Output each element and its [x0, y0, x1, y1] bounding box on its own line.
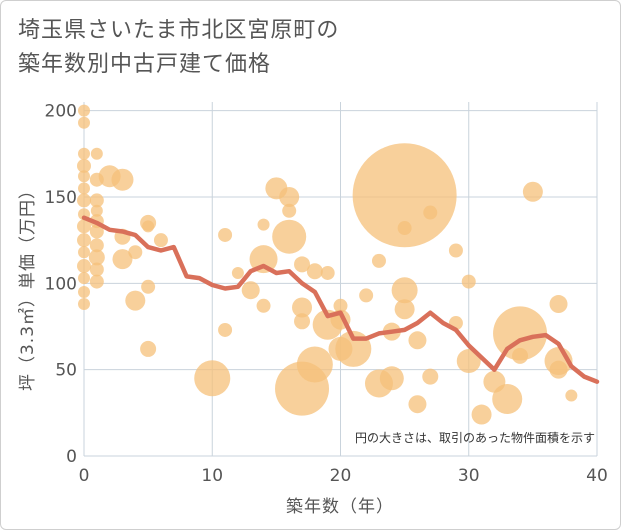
data-bubble [128, 245, 143, 260]
data-bubble [408, 331, 427, 350]
chart-title-line-1: 埼玉県さいたま市北区宮原町の [18, 18, 340, 43]
data-bubble [408, 395, 427, 414]
x-tick-label: 0 [79, 466, 90, 486]
data-bubble [296, 346, 333, 383]
data-bubble [218, 227, 233, 242]
data-bubble [78, 298, 90, 311]
data-bubble [78, 147, 90, 160]
data-bubble [294, 256, 311, 273]
data-bubble [78, 285, 90, 298]
data-bubble [78, 182, 90, 195]
x-tick-label: 30 [458, 466, 480, 486]
data-bubble [565, 389, 578, 402]
data-bubble [279, 186, 300, 207]
data-bubble [218, 322, 233, 337]
data-bubble [78, 272, 90, 285]
data-bubble [456, 349, 481, 374]
data-bubble [77, 259, 91, 274]
data-bubble [89, 193, 104, 208]
data-bubble [522, 181, 543, 202]
data-bubble [471, 404, 492, 425]
data-bubble [257, 218, 270, 231]
data-bubble [394, 299, 415, 320]
data-bubble [77, 233, 91, 248]
data-bubble [292, 297, 313, 318]
data-bubble [90, 204, 103, 217]
data-bubble [77, 158, 91, 173]
bubble-size-note: 円の大きさは、取引のあった物件面積を示す [355, 430, 595, 445]
data-bubble [89, 224, 104, 239]
data-bubble [333, 298, 348, 313]
data-bubble [112, 249, 133, 270]
data-bubble [78, 104, 90, 117]
data-bubble [423, 205, 438, 220]
data-bubble [241, 281, 260, 300]
x-tick-labels: 0 10 20 30 40 [79, 466, 608, 486]
average-price-line [81, 215, 600, 384]
data-bubble [461, 274, 476, 289]
y-tick-label: 150 [45, 188, 77, 208]
data-bubble [306, 263, 323, 280]
data-bubble [397, 221, 412, 236]
data-bubble [89, 274, 104, 289]
data-bubble [256, 298, 271, 313]
data-bubble [88, 249, 105, 266]
data-bubble [492, 384, 523, 415]
data-bubble [231, 266, 244, 279]
data-bubble [320, 265, 335, 280]
data-bubble [282, 203, 297, 218]
x-tick-label: 40 [586, 466, 608, 486]
data-bubble [359, 288, 374, 303]
data-bubble [448, 243, 463, 258]
data-bubble [140, 340, 157, 357]
data-bubble [379, 366, 404, 391]
data-bubble [89, 262, 104, 277]
data-bubble [90, 147, 103, 160]
data-bubble [125, 290, 146, 311]
data-bubble [194, 360, 231, 397]
data-bubble [249, 245, 278, 274]
data-bubble [78, 116, 90, 129]
data-bubble [272, 219, 307, 254]
y-tick-label: 50 [55, 361, 77, 381]
chart-title-line-2: 築年数別中古戸建て価格 [18, 52, 272, 77]
data-bubble [549, 295, 568, 314]
data-bubble [352, 143, 457, 248]
data-bubble [77, 219, 91, 234]
chart-title: 埼玉県さいたま市北区宮原町の 築年数別中古戸建て価格 [18, 14, 339, 82]
data-bubble [111, 168, 134, 191]
data-bubble [142, 220, 155, 233]
line-layer [81, 215, 600, 384]
data-bubble [422, 368, 439, 385]
data-bubble [391, 277, 418, 304]
data-bubble [77, 193, 91, 208]
data-bubble [371, 253, 386, 268]
x-tick-label: 20 [330, 466, 352, 486]
bubble-layer [77, 104, 578, 425]
data-bubble [78, 170, 90, 183]
data-bubble [153, 233, 168, 248]
y-tick-labels: 0 50 100 150 200 [45, 102, 77, 467]
y-tick-label: 0 [66, 447, 77, 467]
data-bubble [294, 313, 311, 330]
x-tick-label: 10 [201, 466, 223, 486]
x-axis-label: 築年数（年） [286, 497, 394, 517]
y-tick-label: 200 [45, 102, 77, 122]
data-bubble [89, 238, 104, 253]
data-bubble [141, 279, 156, 294]
data-bubble [78, 246, 90, 259]
y-tick-label: 100 [45, 274, 77, 294]
y-axis-label: 坪（3.3㎡）単価（万円） [18, 181, 38, 391]
data-bubble [512, 347, 529, 364]
